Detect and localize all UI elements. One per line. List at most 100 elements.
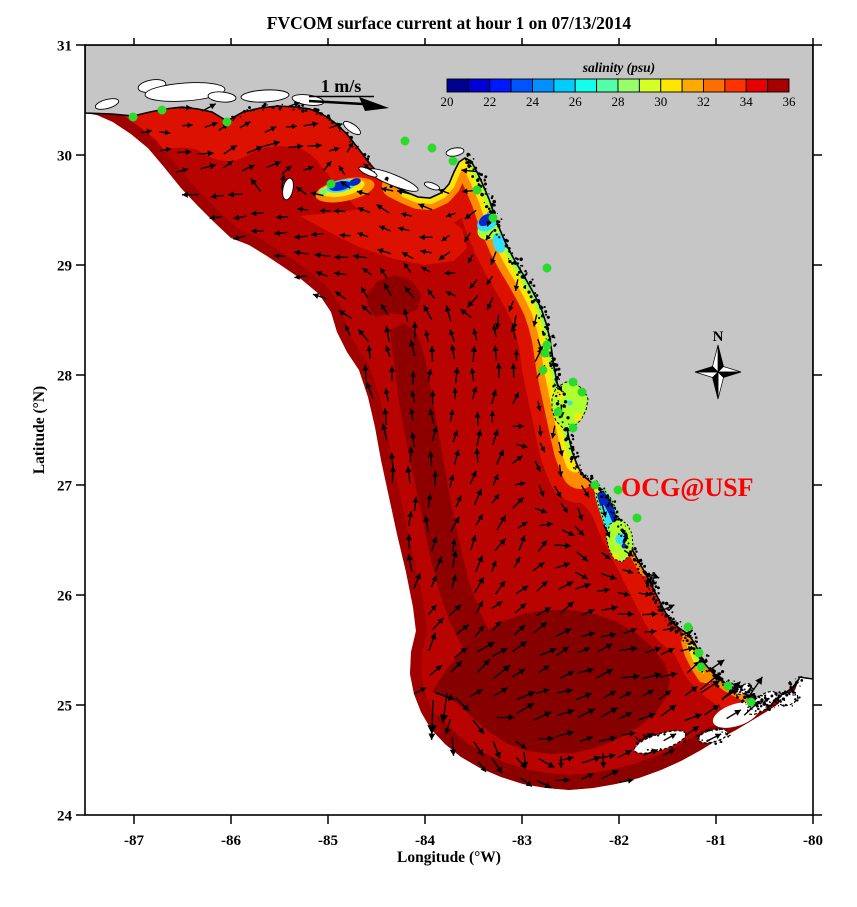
x-tick-label: -82 — [609, 833, 629, 849]
coastal-bay — [207, 91, 237, 103]
current-vectors — [141, 101, 763, 789]
x-tick-label: -86 — [221, 833, 241, 849]
station-dot — [400, 136, 410, 146]
colorbar-segment — [553, 78, 576, 93]
colorbar-segment — [596, 78, 619, 93]
y-tick-label: 29 — [57, 259, 72, 275]
station-dot — [540, 348, 550, 358]
compass-rose-icon: N — [694, 329, 742, 400]
colorbar-tick-label: 24 — [526, 94, 540, 109]
station-dot — [590, 480, 600, 490]
x-tick-label: -87 — [124, 833, 144, 849]
colorbar-tick-label: 26 — [569, 94, 583, 109]
scale-vector: 1 m/s — [308, 76, 389, 111]
station-dot — [538, 365, 548, 375]
compass-north-label: N — [713, 329, 724, 345]
coastal-bay — [282, 177, 294, 201]
colorbar: 20 22 24 26 28 30 32 34 36 — [441, 78, 797, 109]
station-dot — [568, 423, 578, 433]
y-axis-label: Latitude (°N) — [31, 386, 48, 474]
coastal-bay — [343, 120, 361, 136]
station-dot — [577, 387, 587, 397]
station-dot — [696, 662, 706, 672]
station-dot — [542, 340, 552, 350]
x-axis-label: Longitude (°W) — [397, 849, 501, 866]
y-tick-label: 28 — [57, 369, 72, 385]
river-plume — [319, 188, 327, 196]
scale-vector-label: 1 m/s — [321, 76, 362, 96]
station-dot — [326, 179, 336, 189]
colorbar-tick-label: 22 — [483, 94, 496, 109]
colorbar-segment — [446, 78, 469, 93]
coastal-bay — [240, 89, 290, 103]
station-dot — [222, 117, 232, 127]
station-dot — [542, 263, 552, 273]
ocg-usf-annotation: OCG@USF — [621, 473, 754, 502]
station-dot — [128, 112, 138, 122]
station-dot — [746, 697, 756, 707]
plot-frame — [84, 44, 814, 816]
station-dot — [553, 407, 563, 417]
x-tick-label: -85 — [318, 833, 338, 849]
river-plume — [492, 233, 506, 253]
colorbar-segment — [510, 78, 533, 93]
colorbar-segment — [767, 78, 790, 93]
colorbar-segment — [532, 78, 555, 93]
x-tick-label: -84 — [415, 833, 435, 849]
colorbar-tick-label: 20 — [441, 94, 454, 109]
y-tick-label: 24 — [57, 809, 73, 825]
map-layers — [85, 45, 813, 815]
y-tick-label: 30 — [57, 149, 72, 165]
colorbar-segment — [724, 78, 747, 93]
y-tick-label: 31 — [57, 39, 72, 55]
colorbar-segment — [703, 78, 726, 93]
colorbar-tick-label: 28 — [612, 94, 625, 109]
y-tick-label: 25 — [57, 699, 72, 715]
station-dot — [427, 143, 437, 153]
colorbar-segment — [489, 78, 512, 93]
station-dot — [568, 377, 578, 387]
high-salinity-patch — [390, 323, 520, 688]
y-tick-label: 26 — [57, 589, 73, 605]
shelf-edge-band — [86, 106, 442, 740]
colorbar-segment — [617, 78, 640, 93]
station-markers — [128, 105, 756, 707]
colorbar-segment — [638, 78, 662, 93]
coastal-bay — [94, 98, 120, 110]
station-dot — [723, 681, 733, 691]
colorbar-tick-label: 36 — [783, 94, 797, 109]
scale-vector-shaft — [308, 99, 364, 106]
station-dot — [632, 513, 642, 523]
colorbar-segment — [574, 78, 598, 93]
colorbar-segment — [681, 78, 704, 93]
axes: -87 -86 -85 -84 -83 -82 -81 -80 31 30 29 28 27 26 25 24 — [57, 38, 823, 849]
station-dot — [488, 213, 498, 223]
figure-title: FVCOM surface current at hour 1 on 07/13… — [267, 13, 632, 33]
station-dot — [683, 622, 693, 632]
y-tick-label: 27 — [57, 479, 73, 495]
x-tick-label: -83 — [512, 833, 532, 849]
coastal-bay — [445, 147, 465, 157]
florida-bay — [712, 702, 760, 728]
river-plume — [349, 178, 361, 186]
station-dot — [613, 485, 623, 495]
coastal-bay — [423, 181, 441, 191]
x-tick-label: -81 — [706, 833, 726, 849]
station-dot — [472, 185, 482, 195]
colorbar-tick-label: 30 — [654, 94, 667, 109]
high-salinity-patch — [366, 275, 421, 317]
colorbar-tick-label: 34 — [740, 94, 754, 109]
station-dot — [448, 156, 458, 166]
colorbar-title: salinity (psu) — [582, 60, 655, 75]
colorbar-segment — [745, 78, 769, 93]
station-dot — [694, 648, 704, 658]
scale-vector-arrowhead-icon — [359, 97, 389, 111]
colorbar-segment — [660, 78, 683, 93]
station-dot — [157, 105, 167, 115]
colorbar-tick-label: 32 — [697, 94, 710, 109]
colorbar-segment — [467, 78, 491, 93]
x-tick-label: -80 — [803, 833, 823, 849]
coastal-bay — [144, 82, 226, 102]
